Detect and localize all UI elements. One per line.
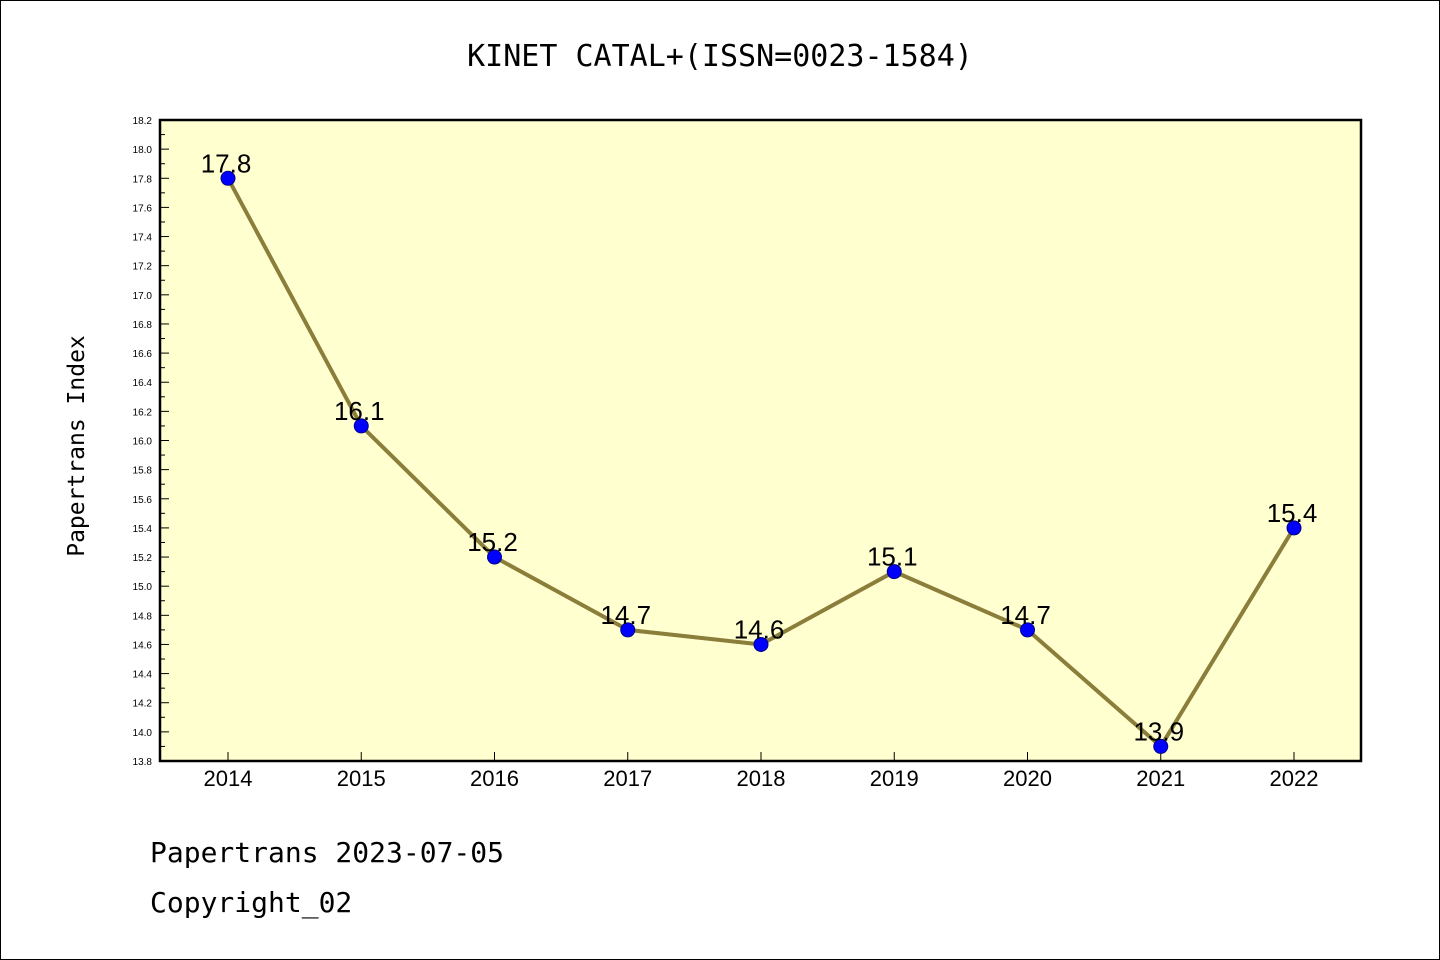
y-axis-label: Papertrans Index	[64, 335, 90, 557]
y-tick-label: 15.6	[133, 495, 153, 506]
x-tick-label: 2016	[470, 766, 519, 791]
y-tick-label: 14.0	[133, 728, 153, 739]
y-tick-label: 15.0	[133, 582, 153, 593]
y-tick-label: 15.4	[133, 524, 153, 535]
x-tick-label: 2019	[870, 766, 919, 791]
data-point	[1286, 520, 1302, 536]
data-label: 15.2	[467, 527, 518, 557]
y-tick-label: 17.6	[133, 203, 153, 214]
data-label: 15.4	[1267, 498, 1318, 528]
x-tick-label: 2017	[603, 766, 652, 791]
x-tick-label: 2015	[337, 766, 386, 791]
data-label: 17.8	[201, 148, 252, 178]
y-tick-label: 14.4	[133, 670, 153, 681]
data-label: 16.1	[334, 396, 385, 426]
data-point	[753, 636, 769, 652]
data-point	[220, 170, 236, 186]
y-tick-label: 14.8	[133, 611, 153, 622]
x-tick-label: 2014	[204, 766, 253, 791]
data-point	[1020, 622, 1035, 638]
y-tick-label: 18.2	[133, 116, 153, 127]
y-tick-label: 16.2	[133, 407, 153, 418]
y-tick-label: 16.8	[133, 320, 153, 331]
y-tick-label: 18.0	[133, 145, 153, 156]
data-point	[620, 622, 636, 638]
y-tick-label: 13.8	[133, 757, 153, 768]
data-label: 14.7	[1000, 600, 1051, 630]
data-labels: 17.8 16.1 15.2 14.7 14.6 15.1 14.7 13.9 15.4	[201, 148, 1318, 746]
data-label: 15.1	[867, 542, 918, 572]
y-tick-label: 15.8	[133, 466, 153, 477]
chart-title: KINET CATAL+(ISSN=0023-1584)	[467, 39, 973, 74]
y-tick-label: 16.6	[133, 349, 153, 360]
data-point	[487, 549, 502, 565]
x-tick-label: 2020	[1003, 766, 1052, 791]
x-tick-label: 2018	[737, 766, 786, 791]
y-tick-label: 17.2	[133, 262, 153, 273]
footer-date: Papertrans 2023-07-05	[150, 836, 505, 869]
y-tick-label: 17.0	[133, 291, 153, 302]
y-tick-label: 17.4	[133, 233, 153, 244]
y-tick-label: 15.2	[133, 553, 153, 564]
data-point	[1153, 738, 1169, 754]
x-tick-label: 2021	[1136, 766, 1185, 791]
y-tick-label: 14.2	[133, 699, 153, 710]
data-label: 14.7	[600, 600, 651, 630]
x-tick-label: 2022	[1270, 766, 1319, 791]
y-axis: 13.8 14.0 14.2 14.4 14.6 14.8 15.0 15.2 15.4 15.6…	[133, 116, 169, 768]
plot-area	[158, 118, 1363, 763]
x-axis: 2014 2015 2016 2017 2018 2019 2020 2021 2022	[204, 752, 1319, 791]
y-tick-label: 16.4	[133, 378, 153, 389]
data-label: 14.6	[734, 614, 785, 644]
data-label: 13.9	[1133, 716, 1184, 746]
data-point	[886, 564, 902, 580]
data-point	[353, 418, 369, 434]
series-markers	[220, 170, 1302, 754]
y-tick-label: 17.8	[133, 174, 153, 185]
footer-copyright: Copyright_02	[150, 886, 353, 919]
y-tick-label: 14.6	[133, 640, 153, 651]
y-tick-label: 16.0	[133, 437, 153, 448]
